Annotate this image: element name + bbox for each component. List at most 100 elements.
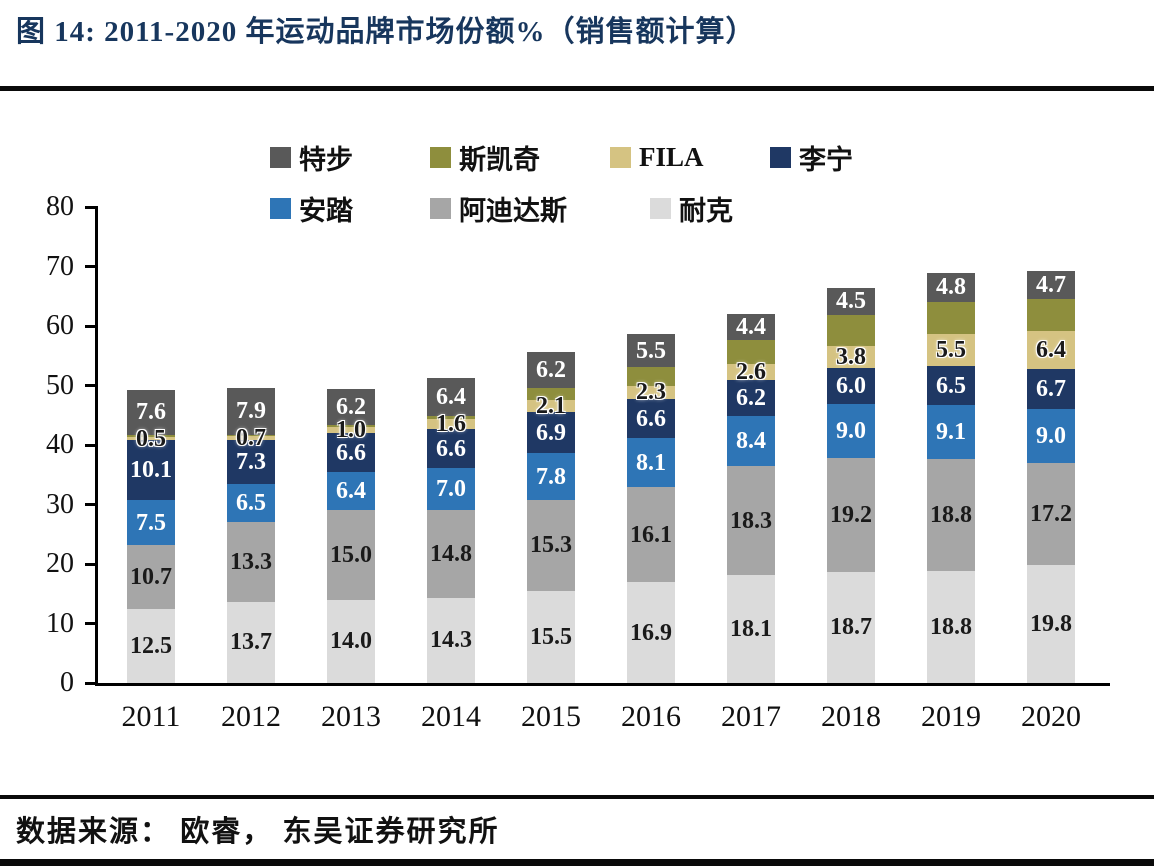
y-axis-tick — [85, 503, 98, 506]
bar-value-label: 2.6 — [736, 358, 766, 385]
bar-value-label: 1.6 — [436, 411, 466, 438]
x-axis-label: 2011 — [121, 700, 181, 733]
legend-label: 安踏 — [299, 196, 353, 226]
bar-value-label: 6.9 — [536, 419, 566, 446]
bar-segment — [327, 425, 375, 428]
bar-value-label: 8.1 — [636, 449, 666, 476]
x-axis-label: 2014 — [421, 700, 481, 733]
bar-segment — [527, 453, 575, 500]
bar-segment — [227, 434, 275, 437]
legend-item: 斯凯奇 — [430, 138, 610, 177]
bar-segment — [327, 427, 375, 434]
bar-value-label: 6.6 — [636, 405, 666, 432]
bar-segment — [527, 590, 575, 683]
bar-value-label: 10.1 — [130, 457, 172, 484]
bar-segment — [427, 468, 475, 510]
bar-segment — [427, 415, 475, 420]
bar-segment — [527, 388, 575, 400]
bar-segment — [1027, 331, 1075, 370]
bar-segment — [627, 486, 675, 583]
legend-swatch — [610, 147, 631, 168]
legend-label: 阿迪达斯 — [459, 196, 567, 226]
bar-value-label: 7.5 — [136, 509, 166, 536]
bar-value-label: 6.7 — [1036, 376, 1066, 403]
legend-swatch — [650, 198, 671, 219]
bar-value-label: 4.8 — [936, 274, 966, 301]
bar-segment — [927, 366, 975, 406]
y-axis-tick-label: 70 — [46, 250, 74, 282]
bar-segment — [927, 333, 975, 367]
bar-value-label: 18.8 — [930, 614, 972, 641]
bar-value-label: 6.5 — [936, 372, 966, 399]
bar-segment — [227, 387, 275, 435]
bar-segment — [1027, 462, 1075, 566]
legend-label: 耐克 — [679, 196, 733, 226]
bar-value-label: 2.3 — [636, 379, 666, 406]
bar-value-label: 15.0 — [330, 542, 372, 569]
y-axis-tick — [85, 324, 98, 328]
x-axis-label: 2016 — [621, 700, 681, 733]
bar-segment — [127, 544, 175, 609]
x-axis-label: 2017 — [721, 700, 781, 733]
bar-value-label: 6.6 — [336, 439, 366, 466]
y-axis-tick-label: 0 — [60, 667, 74, 698]
bar-segment — [527, 412, 575, 454]
divider-top — [0, 86, 1154, 91]
legend-item: FILA — [610, 142, 770, 173]
x-axis-label: 2019 — [921, 700, 981, 733]
divider-edge — [0, 859, 1154, 866]
legend-swatch — [430, 147, 451, 168]
bar-segment — [127, 389, 175, 435]
bar-value-label: 14.8 — [430, 540, 472, 567]
bar-segment — [527, 499, 575, 591]
bar-segment — [1027, 409, 1075, 463]
bar-segment — [827, 571, 875, 683]
legend-item: 安踏 — [270, 189, 430, 228]
bar-value-label: 4.7 — [1036, 271, 1066, 298]
x-axis-label: 2012 — [221, 700, 281, 733]
bar-value-label: 9.1 — [936, 419, 966, 446]
bar-segment — [927, 273, 975, 302]
plot-area: 0 10 20 30 40 50 60 70 80 12.5 10.7 7.5 10.1 0.5 7.6 20… — [46, 191, 1110, 733]
bar-segment — [727, 340, 775, 365]
y-axis-tick-label: 50 — [46, 369, 74, 401]
y-axis-tick-label: 80 — [46, 191, 74, 222]
bar-segment — [227, 601, 275, 683]
bar-segment — [327, 510, 375, 600]
bar-segment — [627, 438, 675, 487]
bar-value-label: 9.0 — [1036, 423, 1066, 450]
y-axis-tick-label: 40 — [46, 429, 74, 460]
bar-value-label: 12.5 — [130, 632, 172, 659]
y-axis-tick-label: 10 — [46, 607, 74, 639]
bar-value-label: 7.6 — [136, 399, 166, 426]
bar-value-label: 6.4 — [1036, 337, 1066, 364]
source-note: 数据来源： 欧睿， 东吴证券研究所 — [16, 816, 500, 848]
bar-value-label: 18.3 — [730, 507, 772, 534]
bar-value-label: 0.7 — [236, 425, 266, 452]
bar-value-label: 4.5 — [836, 288, 866, 315]
y-axis-tick — [85, 562, 98, 566]
legend-label: 李宁 — [799, 145, 853, 175]
bar-value-label: 17.2 — [1030, 501, 1072, 528]
bar-segment — [727, 364, 775, 380]
legend-item: 特步 — [270, 138, 430, 177]
bar-value-label: 6.2 — [736, 385, 766, 411]
bar-segment — [427, 377, 475, 416]
chart-legend: 特步 斯凯奇 FILA 李宁安踏 阿迪达斯 耐克 — [270, 138, 853, 240]
bar-value-label: 6.6 — [436, 435, 466, 462]
legend-row: 特步 斯凯奇 FILA 李宁 — [270, 138, 853, 177]
x-axis-label: 2020 — [1021, 700, 1081, 733]
bar-value-label: 5.5 — [936, 337, 966, 364]
bar-value-label: 5.5 — [636, 337, 666, 364]
x-axis-label: 2015 — [521, 700, 581, 733]
bar-value-label: 19.2 — [830, 501, 872, 528]
legend-label: FILA — [639, 142, 704, 172]
bar-segment — [627, 334, 675, 368]
y-axis-tick-label: 20 — [46, 548, 74, 579]
bar-value-label: 9.0 — [836, 417, 866, 444]
y-axis-tick — [85, 622, 98, 625]
bar-value-label: 6.0 — [836, 373, 866, 400]
bar-value-label: 7.0 — [436, 476, 466, 503]
bar-segment — [827, 287, 875, 315]
